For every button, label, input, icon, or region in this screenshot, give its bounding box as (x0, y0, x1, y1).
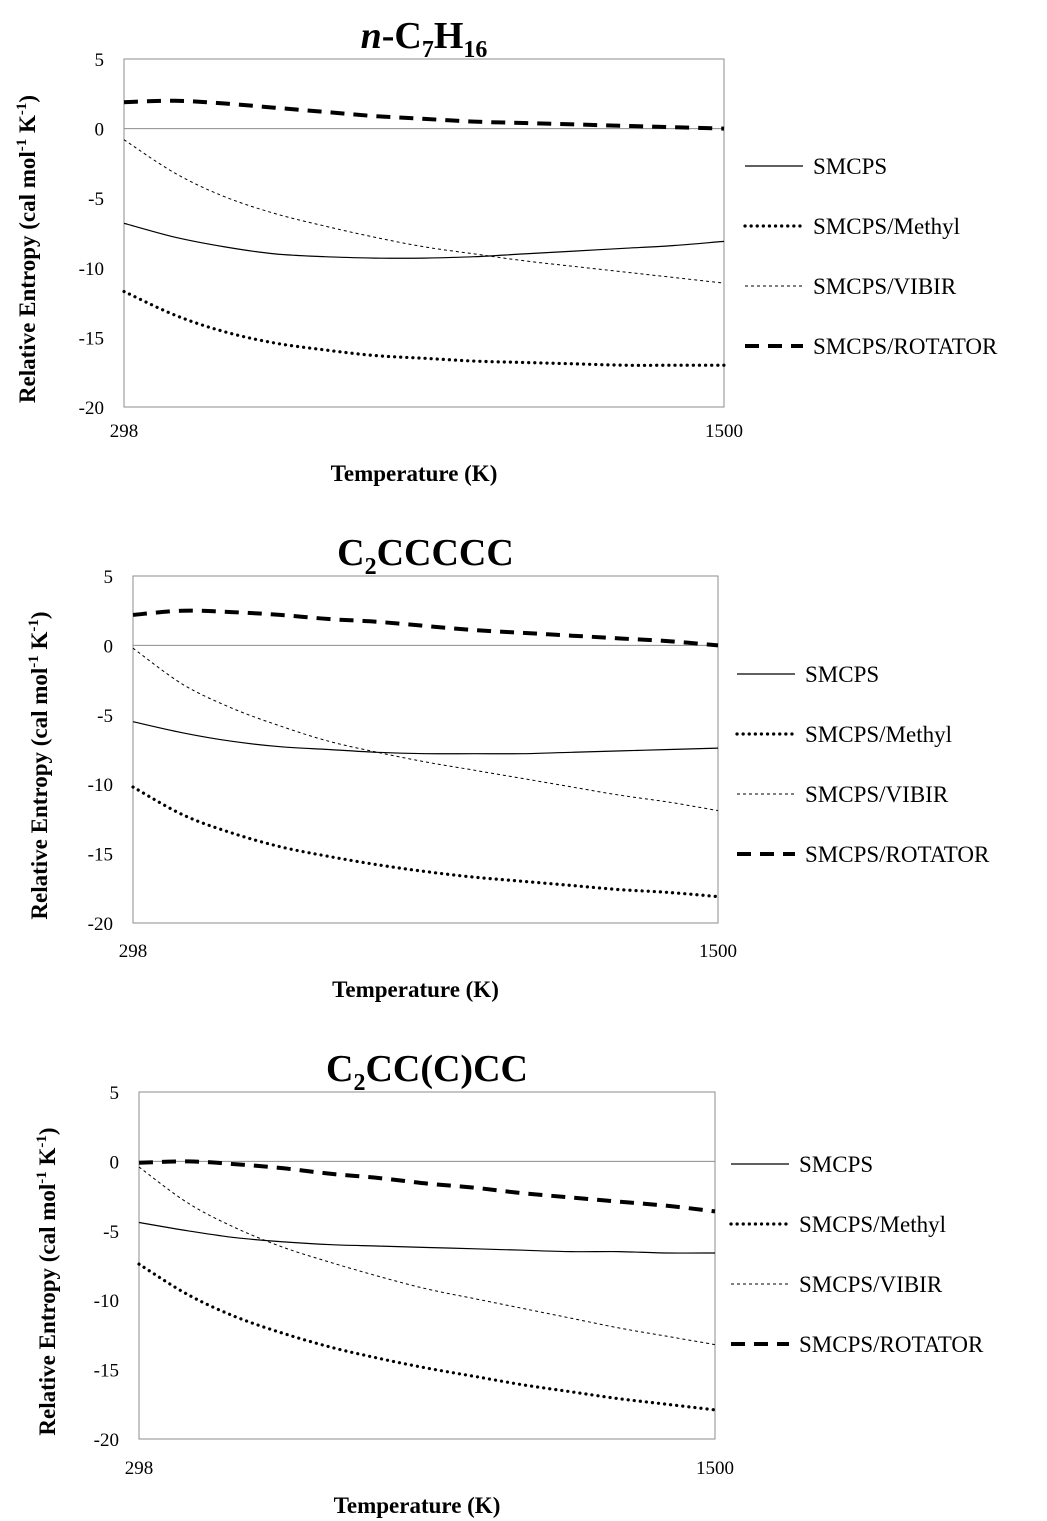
y-axis-label: Relative Entropy (cal mol-1 K-1) (14, 95, 40, 403)
legend-label: SMCPS/VIBIR (813, 274, 957, 299)
legend-label: SMCPS/Methyl (805, 722, 952, 747)
x-axis-label: Temperature (K) (334, 1493, 501, 1518)
x-tick-label: 298 (110, 421, 139, 442)
y-tick-label: 5 (110, 1083, 120, 1104)
chart-1: n-C7H16 5 0 -5 -10 -15 -20 298 1500 Temperature (… (14, 15, 998, 486)
chart-title: n-C7H16 (361, 15, 488, 63)
plot-area (138, 1091, 716, 1440)
legend-label: SMCPS/Methyl (799, 1212, 946, 1237)
legend-label: SMCPS/ROTATOR (805, 842, 990, 867)
series-line-smcps-methyl (122, 289, 726, 367)
x-tick-label: 1500 (699, 941, 737, 962)
y-tick-label: -20 (88, 914, 113, 935)
y-tick-label: 0 (95, 120, 105, 141)
series-line-smcps-methyl (131, 785, 720, 899)
y-tick-label: -10 (94, 1291, 119, 1312)
y-tick-label: -10 (88, 775, 113, 796)
x-tick-label: 1500 (705, 421, 743, 442)
y-axis-label: Relative Entropy (cal mol-1 K-1) (26, 611, 52, 919)
y-tick-label: -5 (97, 706, 113, 727)
chart-title: C2CC(C)CC (326, 1048, 528, 1096)
chart-3: C2CC(C)CC 5 0 -5 -10 -15 -20 298 1500 Temperature… (34, 1048, 984, 1518)
series-line-smcps-vibir (132, 647, 719, 812)
y-tick-label: -15 (88, 845, 113, 866)
plot-area (132, 575, 719, 924)
x-axis-label: Temperature (K) (331, 461, 498, 486)
y-tick-label: -15 (94, 1361, 119, 1382)
y-axis-label: Relative Entropy (cal mol-1 K-1) (34, 1127, 60, 1435)
y-tick-label: -15 (79, 328, 104, 349)
series-line-smcps-rotator (138, 1159, 716, 1214)
legend-label: SMCPS (799, 1152, 873, 1177)
y-tick-label: 0 (110, 1152, 120, 1173)
series-line-smcps-rotator (132, 608, 719, 648)
y-tick-label: -5 (88, 189, 104, 210)
y-tick-label: 5 (104, 567, 114, 588)
series-line-smcps-vibir (123, 139, 725, 284)
y-tick-label: -20 (79, 398, 104, 419)
y-tick-label: 0 (104, 636, 114, 657)
y-tick-label: -20 (94, 1430, 119, 1451)
series-line-smcps-rotator (123, 98, 725, 131)
legend-label: SMCPS/VIBIR (799, 1272, 943, 1297)
series-line-smcps-vibir (138, 1166, 716, 1346)
series-line-smcps (138, 1221, 716, 1254)
x-tick-label: 298 (125, 1458, 154, 1479)
series-line-smcps-methyl (137, 1262, 717, 1412)
y-tick-label: -5 (103, 1222, 119, 1243)
chart-title: C2CCCCC (337, 532, 514, 580)
legend-label: SMCPS/ROTATOR (799, 1332, 984, 1357)
y-tick-label: -10 (79, 259, 104, 280)
legend-label: SMCPS (805, 662, 879, 687)
legend-label: SMCPS/Methyl (813, 214, 960, 239)
legend-label: SMCPS/ROTATOR (813, 334, 998, 359)
y-tick-label: 5 (95, 50, 105, 71)
legend-label: SMCPS (813, 154, 887, 179)
series-line-smcps (132, 721, 719, 755)
series-line-smcps (123, 222, 725, 259)
legend-label: SMCPS/VIBIR (805, 782, 949, 807)
plot-area (123, 58, 725, 408)
x-tick-label: 298 (119, 941, 148, 962)
x-axis-label: Temperature (K) (332, 977, 499, 1002)
chart-2: C2CCCCC 5 0 -5 -10 -15 -20 298 1500 Temperature (… (26, 532, 990, 1002)
x-tick-label: 1500 (696, 1458, 734, 1479)
